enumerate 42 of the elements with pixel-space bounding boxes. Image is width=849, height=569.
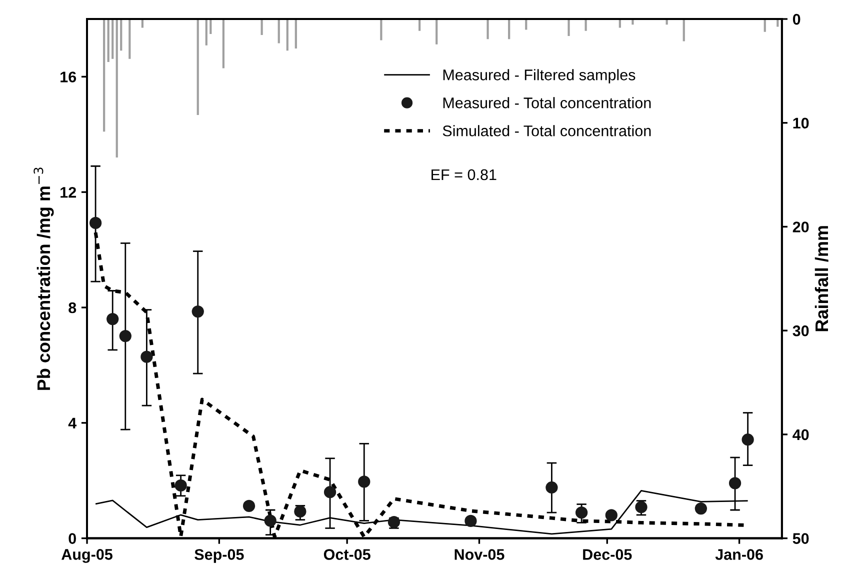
point bbox=[242, 500, 256, 512]
point bbox=[575, 506, 588, 519]
annotation: EF = 0.81 bbox=[432, 169, 496, 180]
point bbox=[324, 486, 336, 498]
y2-tick-label: 40 bbox=[792, 429, 809, 440]
y-tick-label: 12 bbox=[60, 186, 76, 198]
point bbox=[294, 505, 306, 518]
legend-label: Measured - Filtered samples bbox=[443, 69, 636, 84]
legend-label: Measured - Total concentration bbox=[443, 97, 651, 108]
x-tick-label: Jan-06 bbox=[715, 549, 763, 560]
point bbox=[464, 514, 477, 528]
point bbox=[728, 477, 742, 490]
point bbox=[635, 501, 648, 514]
y-tick-label: 4 bbox=[68, 418, 77, 428]
point bbox=[89, 216, 102, 230]
point bbox=[119, 330, 132, 342]
point bbox=[192, 305, 204, 318]
point bbox=[546, 481, 558, 494]
y2-axis-title: Rainfall /mm bbox=[814, 226, 828, 332]
point bbox=[140, 350, 153, 363]
y2-tick-label: 30 bbox=[792, 325, 809, 336]
point bbox=[605, 509, 618, 522]
x-tick-label: Dec-05 bbox=[583, 549, 632, 560]
point bbox=[106, 312, 119, 326]
x-tick-label: Aug-05 bbox=[62, 549, 112, 563]
point bbox=[358, 476, 370, 488]
y-tick-label: 0 bbox=[68, 533, 76, 544]
y2-tick-label: 20 bbox=[792, 222, 809, 232]
y-axis-title: Pb concentration /mg m$^{−3}$ bbox=[34, 168, 54, 390]
y-tick-label: 8 bbox=[68, 302, 76, 314]
y2-tick-label: 50 bbox=[792, 533, 809, 544]
legend-label: Simulated - Total concentration bbox=[442, 125, 651, 136]
point bbox=[264, 514, 276, 527]
y2-tick-label: 10 bbox=[793, 118, 809, 129]
y-tick-label: 16 bbox=[60, 72, 76, 82]
point bbox=[742, 434, 754, 446]
point bbox=[694, 502, 707, 515]
point bbox=[174, 479, 187, 492]
x-tick-label: Oct-05 bbox=[324, 549, 370, 560]
x-tick-label: Nov-05 bbox=[454, 549, 504, 560]
y2-tick-label: 0 bbox=[792, 14, 800, 25]
x-tick-label: Sep-05 bbox=[194, 549, 244, 563]
